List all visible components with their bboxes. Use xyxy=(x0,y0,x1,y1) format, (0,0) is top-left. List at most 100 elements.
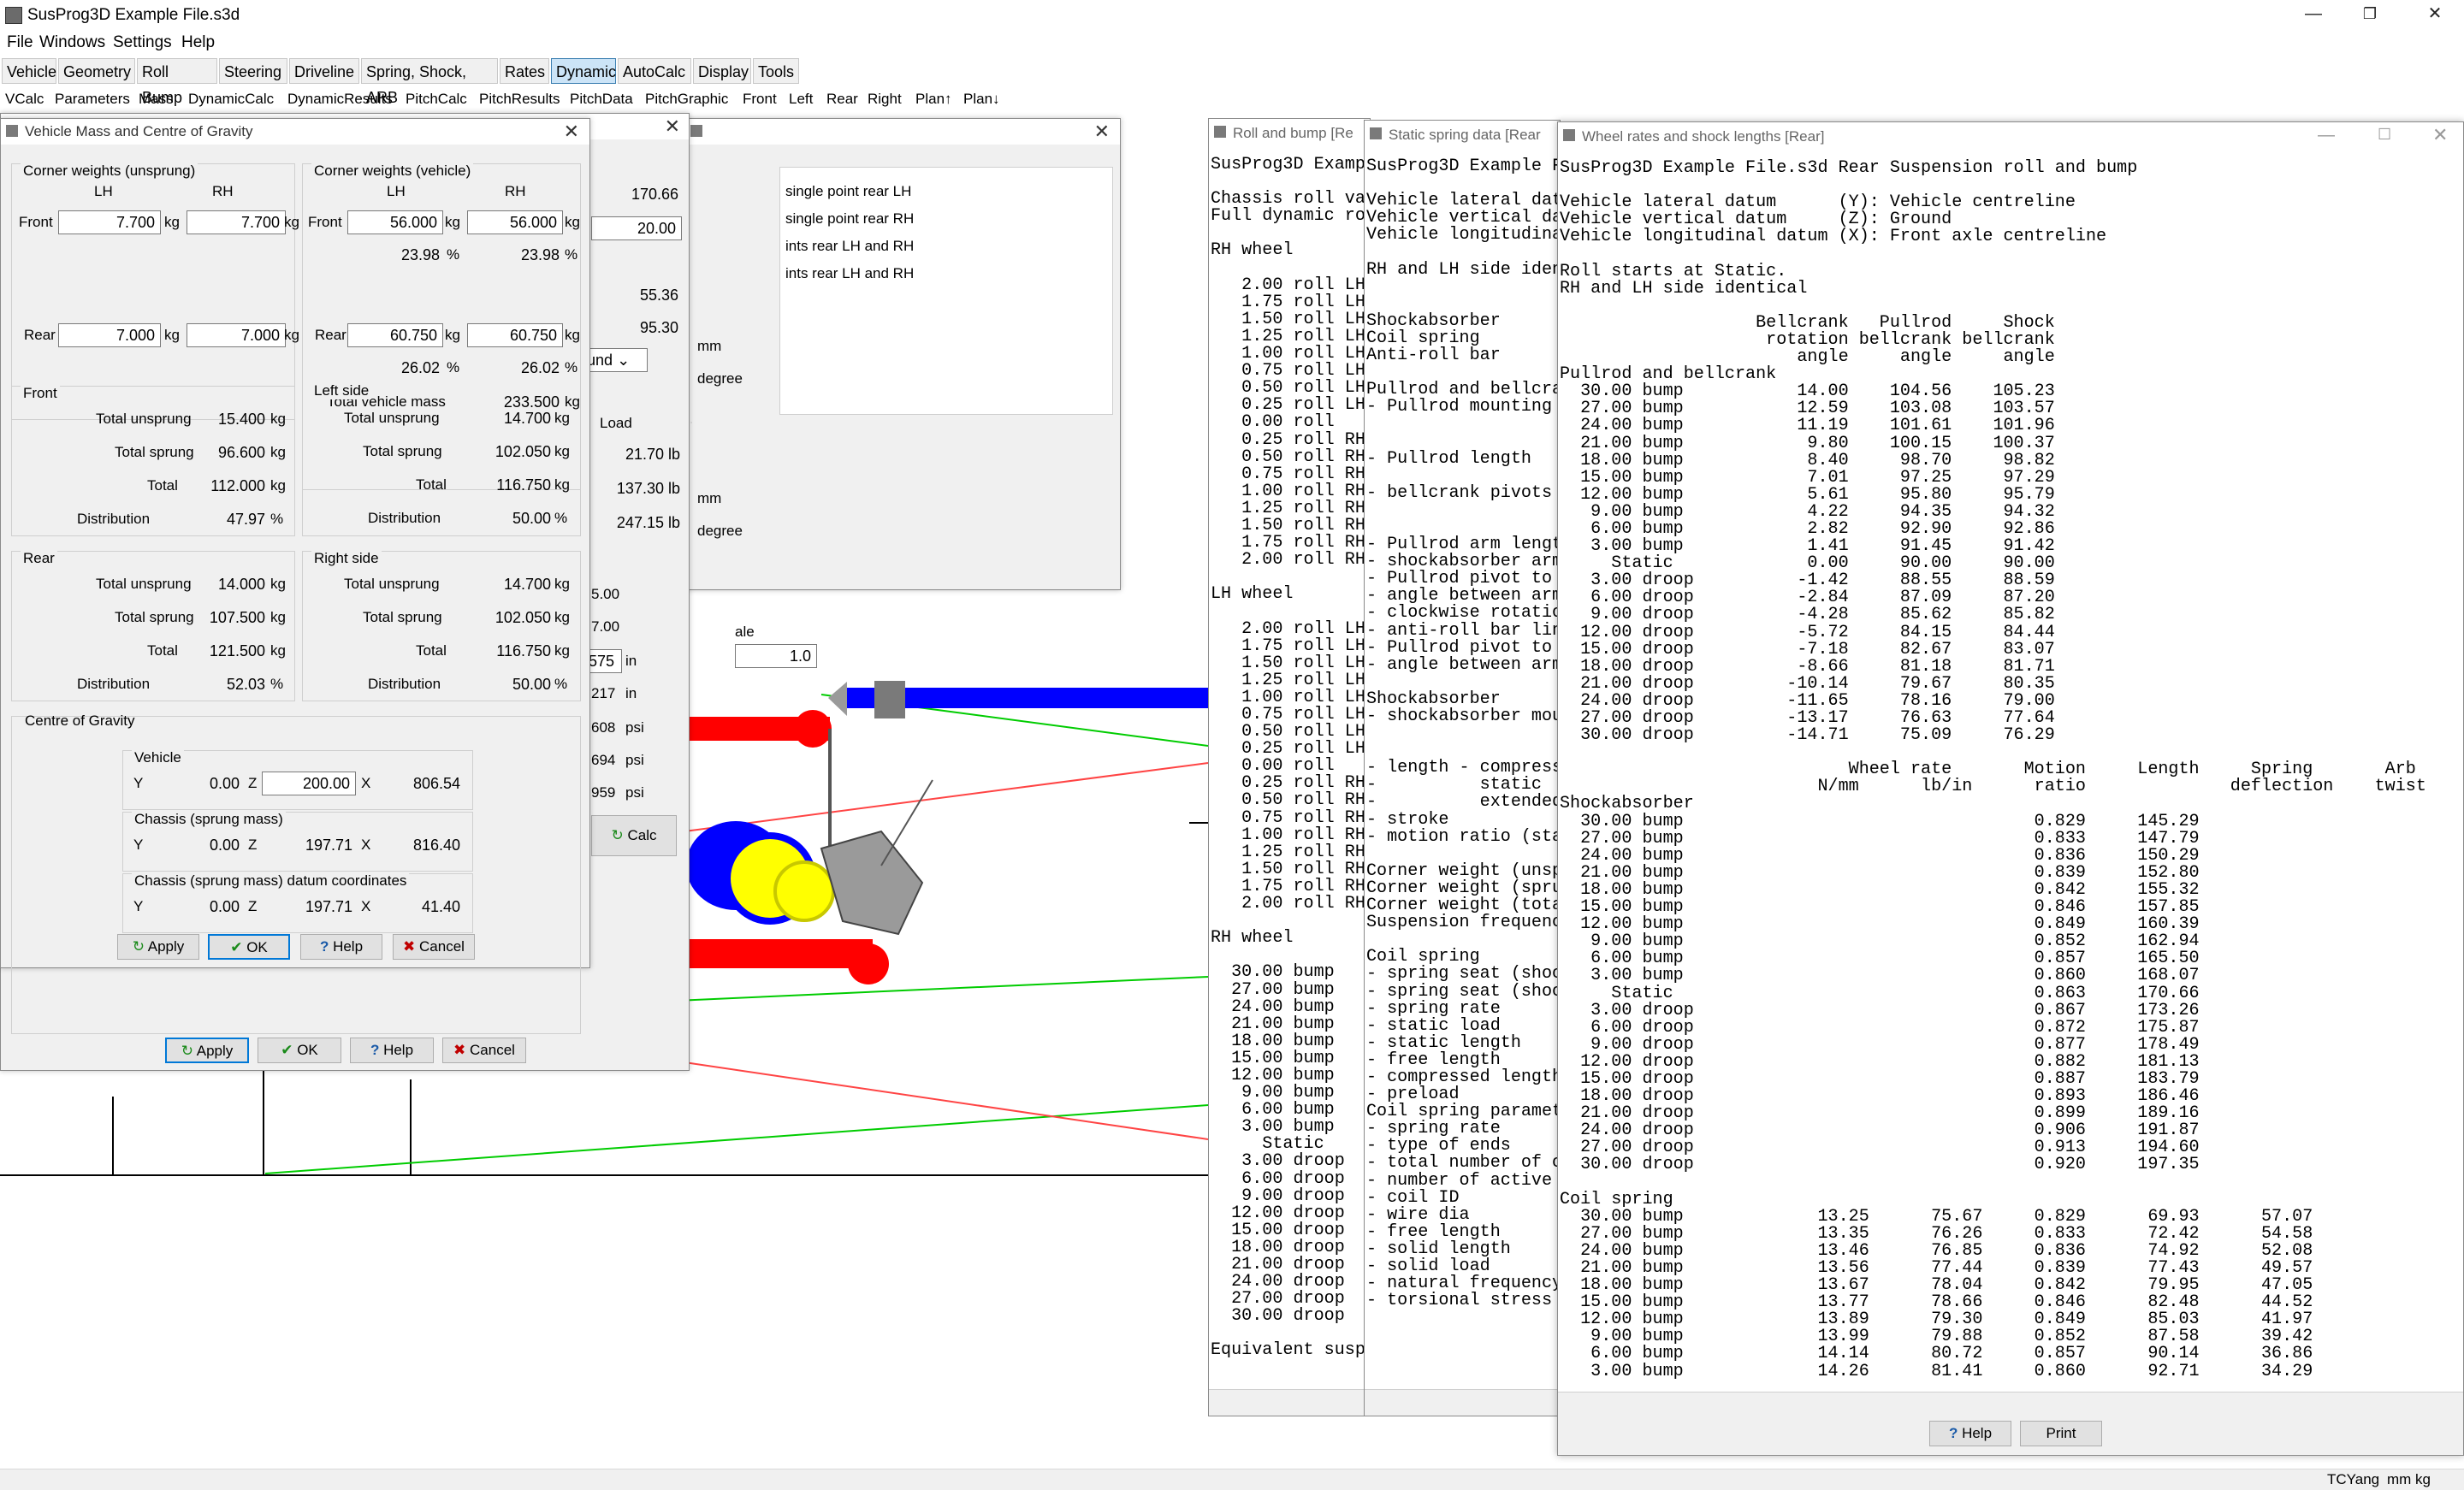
horizontal-scrollbar[interactable] xyxy=(1209,1389,1370,1416)
ok-button[interactable]: ✔ OK xyxy=(208,934,290,960)
cancel-button[interactable]: ✖ Cancel xyxy=(442,1038,526,1063)
subtab-pitchgraphic[interactable]: PitchGraphic xyxy=(645,91,729,107)
wheel-rates-text: SusProg3D Example File.s3d Rear Suspensi… xyxy=(1560,158,2426,1381)
subtab-rear[interactable]: Rear xyxy=(826,91,858,107)
tab-steering[interactable]: Steering xyxy=(219,58,287,84)
unsprung-front-lh-input[interactable]: 7.700 xyxy=(58,210,161,234)
close-icon[interactable]: ✕ xyxy=(563,121,579,142)
horizontal-scrollbar[interactable] xyxy=(1558,1392,2463,1415)
vehicle-front-lh-pct: 23.98 xyxy=(400,246,440,263)
window-title: Wheel rates and shock lengths [Rear] xyxy=(1582,128,1825,145)
tab-roll-bump[interactable]: Roll Bump xyxy=(137,58,217,106)
subtab-pitchcalc[interactable]: PitchCalc xyxy=(406,91,467,107)
subtab-mass[interactable]: Mass xyxy=(139,91,174,107)
unit-kg: kg xyxy=(554,609,570,625)
cog-chassis-group: Chassis (sprung mass) Y 0.00 Z 197.71 X … xyxy=(122,811,473,872)
check-icon: ✔ xyxy=(281,1042,293,1058)
group-label: Corner weights (vehicle) xyxy=(311,163,474,180)
close-icon[interactable]: ✕ xyxy=(664,115,680,137)
minimize-icon[interactable]: — xyxy=(2318,126,2335,145)
tab-driveline[interactable]: Driveline xyxy=(289,58,359,84)
chevron-down-icon: ⌄ xyxy=(617,352,631,369)
help-button[interactable]: ? Help xyxy=(1929,1421,2011,1446)
tab-tools[interactable]: Tools xyxy=(753,58,799,84)
unit-kg: kg xyxy=(554,476,570,493)
cog-datum-x: 41.40 xyxy=(421,898,460,915)
unit-pct: % xyxy=(447,246,460,263)
subtab-pitchdata[interactable]: PitchData xyxy=(570,91,633,107)
subtab-plan-up[interactable]: Plan↑ xyxy=(915,91,952,107)
unit-kg: kg xyxy=(270,609,286,625)
ok-button[interactable]: ✔ OK xyxy=(258,1038,341,1063)
apply-label: Apply xyxy=(196,1043,234,1059)
unit-kg: kg xyxy=(284,214,299,230)
close-icon[interactable]: ✕ xyxy=(2432,124,2449,145)
subtab-parameters[interactable]: Parameters xyxy=(55,91,130,107)
subtab-plan-down[interactable]: Plan↓ xyxy=(963,91,1000,107)
tab-geometry[interactable]: Geometry xyxy=(58,58,135,84)
col-rh: RH xyxy=(505,183,526,199)
anti-roll-bar xyxy=(847,688,1208,708)
axis-z-label: Z xyxy=(248,837,258,853)
menu-file[interactable]: File xyxy=(7,33,33,51)
cog-vehicle-z-input[interactable]: 200.00 xyxy=(262,772,356,795)
cancel-button[interactable]: ✖ Cancel xyxy=(393,934,475,960)
unsprung-rear-rh-input[interactable]: 7.000 xyxy=(187,323,286,347)
option-item[interactable]: ints rear LH and RH xyxy=(785,265,915,281)
vehicle-front-lh-input[interactable]: 56.000 xyxy=(347,210,443,234)
subtab-right[interactable]: Right xyxy=(868,91,902,107)
rear-distribution: 52.03 xyxy=(226,676,265,693)
load-label: Load xyxy=(600,415,632,431)
menu-help[interactable]: Help xyxy=(181,33,216,51)
unsprung-rear-lh-input[interactable]: 7.000 xyxy=(58,323,161,347)
calc-button[interactable]: ↻ Calc xyxy=(591,815,677,856)
window-title: Static spring data [Rear xyxy=(1389,127,1541,143)
vehicle-mass-dialog: Vehicle Mass and Centre of Gravity ✕ Corn… xyxy=(0,118,590,1034)
value-input[interactable]: 575 xyxy=(588,649,622,673)
subtab-dynamicresults[interactable]: DynamicResults xyxy=(287,91,393,107)
row-front: Front xyxy=(19,214,53,230)
subtab-left[interactable]: Left xyxy=(789,91,814,107)
apply-button[interactable]: ↻ Apply xyxy=(117,934,199,960)
left-distribution: 50.00 xyxy=(512,510,551,527)
restore-button[interactable]: ❐ xyxy=(2362,5,2378,22)
tab-spring-shock-arb[interactable]: Spring, Shock, ARB xyxy=(361,58,498,106)
subtab-dynamiccalc[interactable]: DynamicCalc xyxy=(188,91,275,107)
maximize-icon[interactable]: ☐ xyxy=(2378,126,2392,143)
combo-select[interactable]: und ⌄ xyxy=(583,348,648,372)
vehicle-front-rh-input[interactable]: 56.000 xyxy=(467,210,563,234)
menu-windows[interactable]: Windows xyxy=(39,33,106,51)
unsprung-front-rh-input[interactable]: 7.700 xyxy=(187,210,286,234)
apply-button[interactable]: ↻ Apply xyxy=(165,1038,249,1063)
window-icon xyxy=(1563,129,1575,141)
help-button[interactable]: ? Help xyxy=(350,1038,434,1063)
value-input[interactable]: 20.00 xyxy=(591,216,682,240)
tab-vehicle[interactable]: Vehicle xyxy=(2,58,56,84)
tab-autocalc[interactable]: AutoCalc xyxy=(618,58,691,84)
help-button[interactable]: ? Help xyxy=(300,934,382,960)
vehicle-rear-lh-input[interactable]: 60.750 xyxy=(347,323,443,347)
subtab-pitchresults[interactable]: PitchResults xyxy=(479,91,560,107)
menu-settings[interactable]: Settings xyxy=(113,33,172,51)
tab-rates[interactable]: Rates xyxy=(500,58,549,84)
option-item[interactable]: single point rear LH xyxy=(785,183,912,199)
option-item[interactable]: ints rear LH and RH xyxy=(785,238,915,254)
total-label: Total xyxy=(147,477,178,494)
close-icon[interactable]: ✕ xyxy=(1093,121,1110,142)
minimize-button[interactable]: — xyxy=(2305,4,2322,23)
group-label: Right side xyxy=(311,550,382,567)
print-button[interactable]: Print xyxy=(2020,1421,2102,1446)
horizontal-scrollbar[interactable] xyxy=(1365,1389,1560,1416)
cog-datum-group: Chassis (sprung mass) datum coordinates … xyxy=(122,872,473,933)
vehicle-rear-rh-input[interactable]: 60.750 xyxy=(467,323,563,347)
option-item[interactable]: single point rear RH xyxy=(785,210,915,227)
tab-dynamic[interactable]: Dynamic xyxy=(551,58,616,84)
front-total-unsprung: 15.400 xyxy=(217,411,265,428)
cw-unsprung-group: Corner weights (unsprung) LH RH Front 7.… xyxy=(11,163,299,420)
rear-total: 121.500 xyxy=(209,642,265,659)
close-button[interactable]: ✕ xyxy=(2427,4,2443,23)
tab-display[interactable]: Display xyxy=(693,58,751,84)
subtab-vcalc[interactable]: VCalc xyxy=(5,91,44,107)
scale-input[interactable]: 1.0 xyxy=(735,644,817,668)
subtab-front[interactable]: Front xyxy=(743,91,777,107)
